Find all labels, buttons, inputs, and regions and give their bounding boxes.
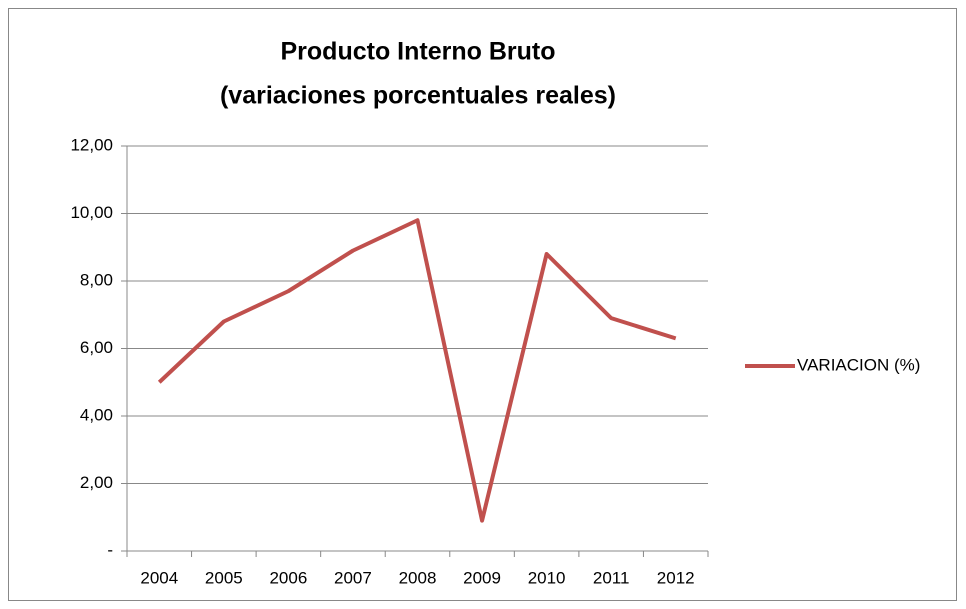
x-tick-label: 2006 [269,568,307,587]
y-tick-label: 2,00 [80,473,113,492]
x-tick-label: 2004 [140,568,178,587]
x-tick-label: 2005 [205,568,243,587]
y-tick-label: 8,00 [80,270,113,289]
x-tick-label: 2008 [399,568,437,587]
x-tick-label: 2009 [463,568,501,587]
y-tick-label: 4,00 [80,405,113,424]
chart-frame [8,8,957,601]
chart-title: Producto Interno Bruto [281,38,556,66]
y-tick-label: 10,00 [70,203,113,222]
data-line [157,218,677,523]
y-tick-label: - [107,540,113,559]
x-tick-label: 2010 [528,568,566,587]
x-tick-label: 2007 [334,568,372,587]
legend-label: VARIACION (%) [797,355,920,374]
x-tick-label: 2011 [593,568,630,587]
y-tick-label: 12,00 [70,135,113,154]
chart-subtitle: (variaciones porcentuales reales) [220,82,616,110]
x-tick-label: 2012 [657,568,695,587]
y-tick-label: 6,00 [80,338,113,357]
